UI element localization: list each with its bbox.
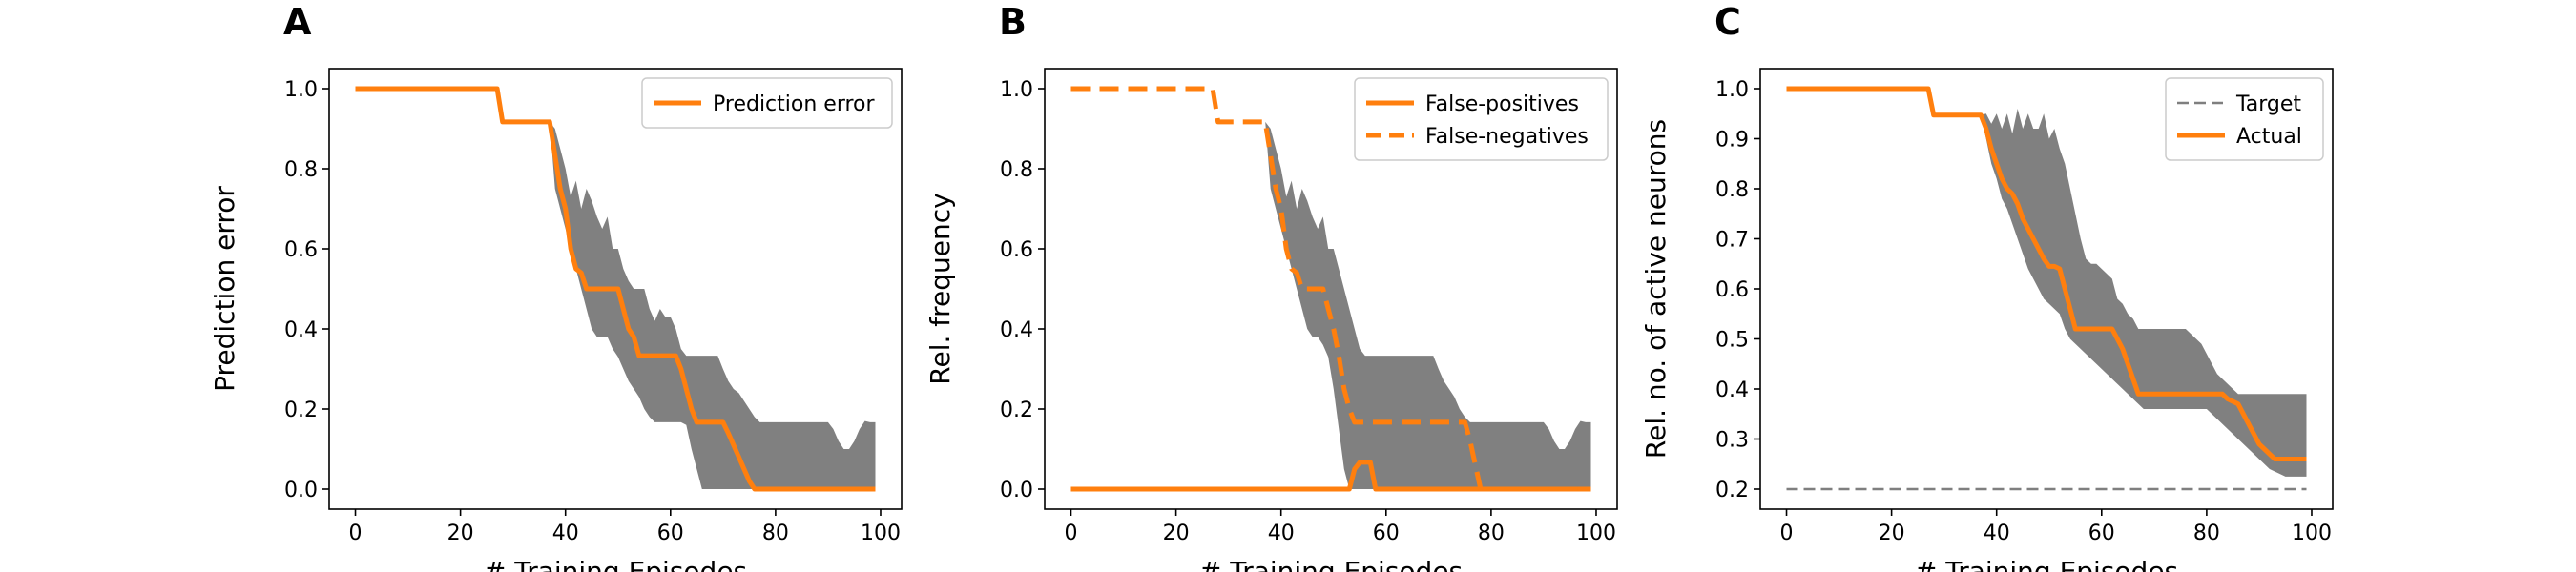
y-tick-label: 0.9: [1715, 129, 1749, 153]
y-axis-label: Rel. frequency: [924, 193, 956, 384]
y-tick-label: 0.8: [1715, 178, 1749, 202]
x-tick-label: 60: [2088, 521, 2115, 545]
confidence-band: [550, 121, 876, 490]
y-tick-label: 0.4: [1715, 378, 1749, 402]
y-tick-label: 0.7: [1715, 229, 1749, 253]
y-tick-label: 0.6: [284, 238, 318, 262]
x-tick-label: 100: [2292, 521, 2332, 545]
actual-line: [1786, 86, 2307, 461]
y-axis-label: Prediction error: [209, 186, 240, 392]
x-tick-label: 40: [1268, 521, 1295, 545]
x-tick-label: 80: [2193, 521, 2220, 545]
x-tick-label: 20: [1163, 521, 1190, 545]
legend-box: [641, 77, 893, 129]
legend-box: [2165, 77, 2324, 161]
y-tick-label: 0.6: [1000, 238, 1033, 262]
x-tick-label: 20: [1879, 521, 1905, 545]
y-tick-label: 0.8: [284, 158, 318, 182]
legend: Prediction error: [641, 77, 893, 129]
x-axis-label: # Training Episodes: [1199, 556, 1463, 572]
y-tick-label: 0.6: [1715, 278, 1749, 302]
axes-frame: [1044, 68, 1618, 510]
y-tick-label: 0.4: [1000, 318, 1033, 342]
false-negatives-line: [1070, 86, 1591, 492]
panel-letter: A: [283, 1, 312, 43]
y-tick-label: 0.0: [284, 479, 318, 502]
y-axis-label: Rel. no. of active neurons: [1640, 119, 1672, 459]
x-tick-label: 20: [447, 521, 474, 545]
legend-label: Actual: [2236, 125, 2302, 149]
x-tick-label: 60: [1373, 521, 1400, 545]
chart-panel-c: C 0 20 40 60 80 100 0.2 0.3 0.4 0.5 0.6 0.7 0.8 0.9 1.0…: [1640, 1, 2334, 572]
x-tick-label: 80: [1478, 521, 1505, 545]
legend-label: False-positives: [1425, 92, 1579, 116]
panel-letter: B: [999, 1, 1027, 43]
x-axis-label: # Training Episodes: [1915, 556, 2178, 572]
x-tick-label: 80: [762, 521, 789, 545]
confidence-band: [1981, 109, 2307, 477]
chart-panel-b: B 0 20 40 60 80 100 0.0 0.2 0.4 0.6 0.8 1.0 # Trainin…: [924, 1, 1618, 572]
confidence-band: [1265, 121, 1591, 490]
panel-letter: C: [1714, 1, 1741, 43]
legend-label: Target: [2235, 92, 2301, 116]
y-tick-label: 0.2: [1715, 479, 1749, 502]
legend: False-positives False-negatives: [1354, 77, 1609, 161]
x-tick-label: 0: [349, 521, 363, 545]
chart-panel-a: A 0 20 40 60 80 100 0.0 0.2 0.4 0.6 0.8 1.0 # Trainin…: [209, 1, 903, 572]
y-tick-label: 0.3: [1715, 429, 1749, 453]
false-positives-line: [1070, 460, 1591, 492]
x-tick-label: 40: [552, 521, 579, 545]
legend-label: False-negatives: [1425, 125, 1589, 149]
legend-box: [1354, 77, 1609, 161]
legend-label: Prediction error: [713, 92, 875, 116]
x-tick-label: 0: [1780, 521, 1794, 545]
y-tick-label: 1.0: [1715, 78, 1749, 102]
y-tick-label: 0.8: [1000, 158, 1033, 182]
y-tick-label: 0.5: [1715, 329, 1749, 353]
x-axis-label: # Training Episodes: [484, 556, 747, 572]
y-tick-label: 0.2: [284, 398, 318, 422]
x-tick-label: 100: [861, 521, 901, 545]
y-tick-label: 1.0: [1000, 78, 1033, 102]
y-tick-label: 0.4: [284, 318, 318, 342]
y-tick-label: 0.2: [1000, 398, 1033, 422]
y-tick-label: 0.0: [1000, 479, 1033, 502]
axes-frame: [328, 68, 903, 510]
x-tick-label: 40: [1984, 521, 2010, 545]
x-tick-label: 60: [657, 521, 684, 545]
prediction-error-line: [355, 86, 876, 492]
y-tick-label: 1.0: [284, 78, 318, 102]
x-tick-label: 100: [1576, 521, 1616, 545]
x-tick-label: 0: [1065, 521, 1078, 545]
legend: Target Actual: [2165, 77, 2324, 161]
